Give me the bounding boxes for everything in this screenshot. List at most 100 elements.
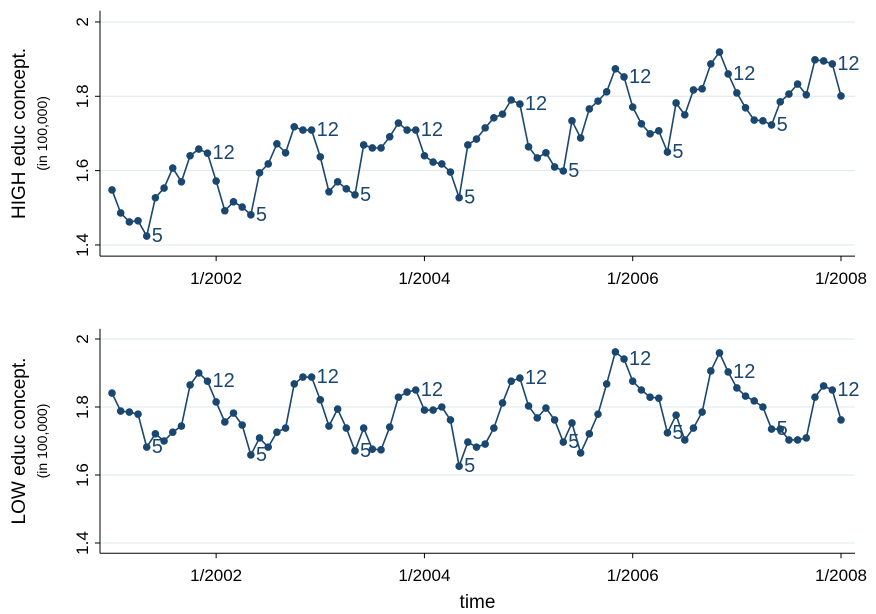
- point: [689, 424, 698, 432]
- point: [212, 398, 220, 406]
- point: [221, 206, 229, 215]
- point-label: 12: [317, 366, 339, 388]
- point-label: 5: [568, 160, 579, 182]
- point-label: 5: [464, 455, 475, 477]
- point: [264, 443, 273, 451]
- x-tick-label: 1/2002: [190, 269, 242, 288]
- point: [229, 198, 238, 206]
- point: [759, 403, 767, 411]
- x-tick-label: 1/2008: [815, 566, 867, 585]
- point: [420, 406, 429, 414]
- point: [429, 158, 437, 166]
- point: [377, 144, 385, 152]
- x-tick-label: 1/2004: [398, 269, 450, 288]
- point: [628, 377, 637, 385]
- point: [811, 393, 819, 401]
- point: [646, 130, 654, 138]
- point: [481, 124, 489, 132]
- x-tick-label: 1/2004: [398, 566, 450, 585]
- point-label: 5: [777, 114, 788, 136]
- point-label: 5: [672, 141, 683, 163]
- point-label: 12: [421, 119, 443, 141]
- point: [403, 388, 411, 396]
- point: [637, 119, 646, 128]
- point: [368, 144, 377, 152]
- point: [707, 60, 715, 68]
- point: [186, 151, 194, 160]
- point: [151, 193, 160, 202]
- point: [221, 418, 229, 426]
- point: [238, 421, 246, 429]
- point: [767, 121, 776, 129]
- point: [628, 103, 637, 111]
- point: [273, 428, 281, 436]
- y-tick-label: 2: [73, 334, 92, 343]
- point: [142, 443, 151, 451]
- point: [255, 169, 264, 177]
- point: [464, 438, 472, 446]
- point: [663, 429, 672, 437]
- point-label: 5: [360, 440, 371, 462]
- point: [264, 160, 273, 168]
- point: [741, 104, 750, 112]
- point: [733, 384, 741, 392]
- point: [837, 416, 845, 424]
- point: [177, 177, 186, 186]
- point-label: 5: [672, 422, 683, 444]
- point: [680, 436, 689, 444]
- point: [411, 386, 420, 394]
- point: [134, 410, 142, 418]
- point: [568, 419, 576, 427]
- point: [446, 168, 455, 176]
- point: [177, 422, 186, 430]
- point: [116, 209, 125, 217]
- point: [819, 382, 828, 390]
- point: [585, 430, 594, 438]
- point: [568, 117, 576, 125]
- point: [455, 462, 463, 470]
- point: [385, 132, 394, 141]
- point: [785, 436, 793, 444]
- point: [134, 216, 142, 225]
- point-label: 12: [837, 53, 859, 75]
- point: [116, 407, 125, 415]
- point: [325, 188, 333, 196]
- point: [516, 374, 524, 382]
- point: [550, 163, 559, 171]
- point: [455, 193, 463, 202]
- point: [524, 402, 533, 410]
- point: [125, 218, 134, 226]
- point: [542, 148, 550, 157]
- point: [672, 411, 680, 419]
- point: [359, 141, 368, 149]
- point: [594, 97, 602, 105]
- point: [255, 434, 264, 442]
- point: [394, 119, 403, 127]
- point: [333, 177, 342, 186]
- point: [429, 406, 437, 414]
- point: [733, 89, 741, 97]
- point: [750, 397, 759, 405]
- point: [576, 134, 585, 142]
- point: [533, 154, 542, 162]
- point: [524, 143, 533, 151]
- point: [194, 145, 203, 153]
- point: [559, 167, 568, 175]
- point: [212, 177, 220, 185]
- point: [351, 447, 359, 455]
- point: [437, 403, 446, 411]
- point: [620, 73, 628, 81]
- point-label: 12: [629, 66, 651, 88]
- point: [307, 373, 316, 381]
- x-tick-label: 1/2002: [190, 566, 242, 585]
- y-axis-title: HIGH educ concept.: [9, 48, 30, 219]
- point: [680, 111, 689, 119]
- point: [290, 122, 299, 131]
- point: [316, 396, 325, 404]
- x-tick-label: 1/2008: [815, 269, 867, 288]
- point: [299, 126, 307, 134]
- point: [654, 394, 663, 402]
- point-label: 5: [360, 184, 371, 206]
- point: [194, 369, 203, 377]
- point: [802, 434, 811, 442]
